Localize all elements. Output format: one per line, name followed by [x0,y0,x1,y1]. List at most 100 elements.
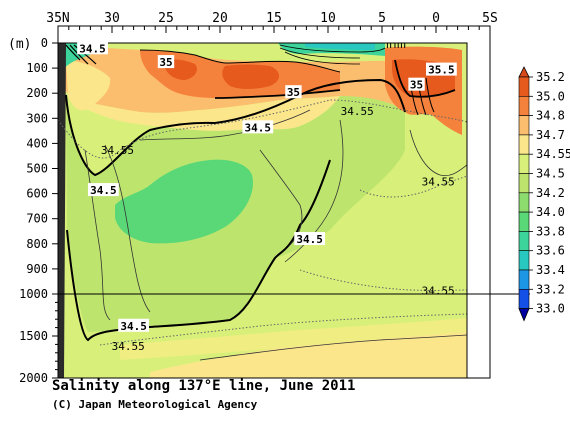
contour-34-5-deep [66,159,331,342]
contour-label: 34.5 [90,184,117,197]
contour-label-bg [87,183,119,197]
colorbar-swatch [518,231,530,251]
left-axis-labels: 0 100 200 300 400 500 600 700 800 900 1000 1500 2000 [19,36,48,385]
contour-34-55-deep [299,269,467,291]
contour-label: 34.5 [296,233,323,246]
colorbar-level-label: 35.0 [536,89,565,103]
contour-label-bg [118,318,149,332]
fill-minimum-patch [205,204,216,216]
y-tick-label: 100 [26,61,48,75]
fill-high-yellow-west [66,60,111,111]
colorbar-level-label: 34.8 [536,109,565,123]
colorbar-bottom-extension [518,308,530,322]
colorbar-swatch [518,192,530,213]
top-axis-ticks [57,26,491,48]
colorbar-swatch [518,173,530,194]
contour-thin-5 [284,119,344,263]
left-axis-ticks [52,42,58,379]
contour-34-55-lower [99,313,467,346]
x-tick-label: 25 [158,11,174,26]
contour-label: 35 [287,86,300,99]
y-axis-unit-label: (m) [8,37,31,52]
contour-thin-1 [84,149,111,321]
y-tick-label: 0 [41,36,48,50]
contour-34-55-upper [58,99,467,159]
colorbar-swatch [518,134,530,155]
contour-thin-3 [139,109,311,141]
contour-label: 34.55 [101,144,134,157]
fill-yellow-band [78,96,340,131]
x-tick-label: 35N [46,11,69,26]
x-tick-label: 10 [320,11,336,26]
contour-lines [58,44,467,361]
contour-label-bg [77,41,108,55]
colorbar-top-extension [518,66,530,78]
colorbar-swatch [518,96,530,116]
colorbar-swatch [518,211,530,232]
x-tick-label: 15 [266,11,282,26]
colorbar-swatch [518,76,530,97]
contour-core-outline-2 [214,89,341,99]
contour-surface-cluster [279,44,386,65]
y-tick-label: 900 [26,262,48,276]
chart-credit: (C) Japan Meteorological Agency [52,398,258,411]
contour-thin-7 [199,334,467,361]
contour-label: 34.55 [422,175,455,188]
contour-label-bg [426,62,457,76]
contour-label: 34.5 [245,121,272,134]
fill-intermediate-minimum [115,159,253,244]
colorbar-swatch [518,153,530,174]
fill-deep-yellow-band [120,318,467,360]
contour-thin-6 [409,129,467,177]
contour-label: 35 [159,56,172,69]
y-tick-label: 300 [26,111,48,125]
contour-thin-2 [104,144,151,313]
colorbar-level-label: 34.2 [536,186,565,200]
x-tick-label: 30 [104,11,120,26]
y-tick-label: 1000 [19,287,48,301]
colorbar-level-label: 34.7 [536,128,565,142]
y-tick-label: 1500 [19,329,48,343]
contour-label-bg [242,120,274,134]
y-tick-label: 200 [26,86,48,100]
y-tick-label: 700 [26,212,48,226]
y-tick-label: 500 [26,162,48,176]
colorbar-swatch [518,250,530,271]
colorbar-level-label: 34.0 [536,205,565,219]
fill-subtropical-core-inner [222,64,280,89]
x-tick-label: 20 [212,11,228,26]
x-tick-label: 0 [432,11,440,26]
contour-label-bg [408,77,425,91]
colorbar-swatch [518,269,530,290]
contour-label: 34.5 [79,42,106,55]
colorbar-level-label: 34.5 [536,167,565,181]
colorbar-swatch [518,288,530,309]
x-tick-label: 5 [378,11,386,26]
contour-labels: 34.5 35 35 35.5 35 34.55 34.5 34.55 34.5 34.55 34.… [77,41,457,353]
contour-34-5-upper [65,78,406,177]
contour-core-outline-1 [139,49,341,73]
contour-label-bg [294,232,326,246]
fill-deep-yellow [150,330,467,378]
colorbar-level-label: 33.2 [536,282,565,296]
y-tick-label: 600 [26,187,48,201]
contour-label: 34.55 [112,340,145,353]
contour-label: 35 [410,79,423,92]
y-tick-label: 800 [26,237,48,251]
contour-label: 35.5 [428,64,455,77]
colorbar-level-label: 34.55 [536,147,570,161]
y-tick-label: 400 [26,136,48,150]
contour-label-bg [285,85,302,99]
contour-west-edge [65,44,97,65]
contour-label: 34.55 [341,105,374,118]
contour-equatorial-1 [394,59,456,98]
chart-title: Salinity along 137°E line, June 2011 [52,378,356,394]
contour-label: 34.55 [422,284,455,297]
colorbar-level-label: 33.8 [536,224,565,238]
colorbar-level-label: 33.0 [536,302,565,316]
colorbar-swatch [518,115,530,136]
contour-34-55-mid [359,175,467,198]
colorbar-level-label: 33.6 [536,244,565,258]
